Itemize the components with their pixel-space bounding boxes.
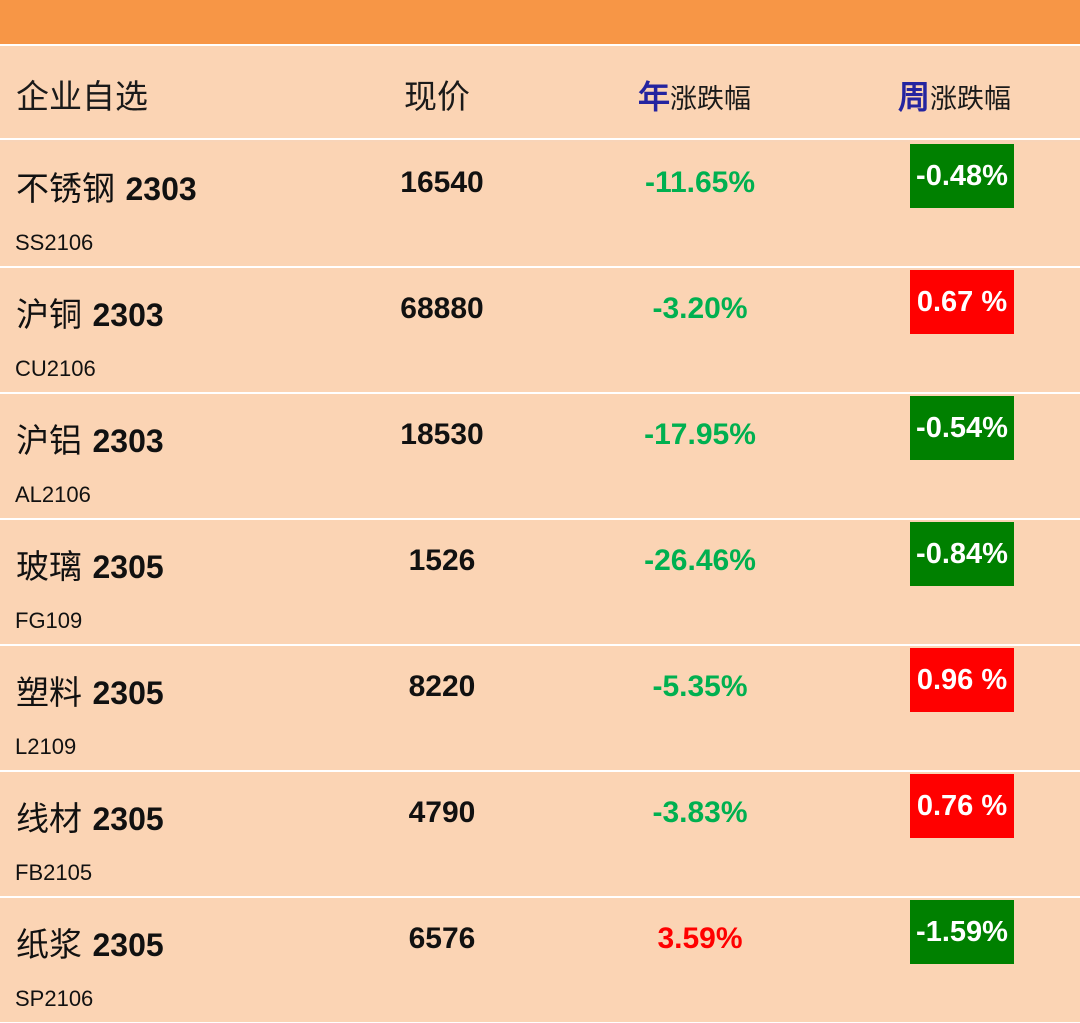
year-change-value: -5.35%	[652, 670, 748, 703]
commodity-label: 塑料	[16, 673, 82, 712]
week-change-value: -0.54%	[916, 412, 1008, 444]
header-week-label: 涨跌幅	[930, 84, 1012, 115]
commodity-name: 沪铝 2303	[16, 414, 164, 462]
week-change-badge: -1.59%	[910, 900, 1014, 964]
table-row[interactable]: 不锈钢 2303 SS2106 16540 -11.65% -0.48%	[0, 142, 1080, 268]
week-change-value: -0.84%	[916, 538, 1008, 570]
year-change-value: -3.83%	[652, 796, 748, 829]
contract-month: 2305	[92, 549, 164, 585]
year-change-value: -17.95%	[644, 418, 756, 451]
current-price: 4790	[408, 796, 476, 829]
contract-month: 2305	[92, 801, 164, 837]
header-year-label: 涨跌幅	[670, 84, 752, 115]
current-price: 16540	[400, 166, 484, 199]
week-change-badge: 0.67 %	[910, 270, 1014, 334]
table-row[interactable]: 塑料 2305 L2109 8220 -5.35% 0.96 %	[0, 646, 1080, 772]
week-change-value: -1.59%	[916, 916, 1008, 948]
contract-code: FG109	[15, 608, 83, 633]
week-change-value: 0.76 %	[916, 790, 1008, 822]
commodity-name: 不锈钢 2303	[16, 162, 197, 210]
commodity-label: 线材	[16, 799, 82, 838]
commodity-label: 沪铜	[16, 295, 82, 334]
contract-month: 2303	[125, 171, 197, 207]
week-change-badge: 0.76 %	[910, 774, 1014, 838]
header-year-highlight: 年	[638, 78, 671, 116]
contract-code: CU2106	[15, 356, 96, 381]
week-change-value: -0.48%	[916, 160, 1008, 192]
year-change-value: 3.59%	[657, 922, 743, 955]
commodity-label: 不锈钢	[16, 169, 115, 208]
contract-month: 2303	[92, 297, 164, 333]
current-price: 1526	[408, 544, 476, 577]
week-change-badge: 0.96 %	[910, 648, 1014, 712]
header-week-highlight: 周	[898, 78, 931, 116]
contract-code: L2109	[15, 734, 77, 759]
current-price: 68880	[400, 292, 484, 325]
header-name: 企业自选	[16, 77, 148, 116]
contract-code: AL2106	[15, 482, 91, 507]
table-row[interactable]: 线材 2305 FB2105 4790 -3.83% 0.76 %	[0, 772, 1080, 898]
commodity-label: 沪铝	[16, 421, 82, 460]
contract-code: SS2106	[15, 230, 94, 255]
week-change-badge: -0.84%	[910, 522, 1014, 586]
contract-code: SP2106	[15, 986, 94, 1011]
current-price: 8220	[408, 670, 476, 703]
commodity-name: 沪铜 2303	[16, 288, 164, 336]
week-change-badge: -0.48%	[910, 144, 1014, 208]
year-change-value: -3.20%	[652, 292, 748, 325]
table-row[interactable]: 沪铝 2303 AL2106 18530 -17.95% -0.54%	[0, 394, 1080, 520]
header-price: 现价	[404, 77, 470, 116]
commodity-name: 纸浆 2305	[16, 918, 164, 966]
table-row[interactable]: 玻璃 2305 FG109 1526 -26.46% -0.84%	[0, 520, 1080, 646]
week-change-value: 0.67 %	[916, 286, 1008, 318]
contract-code: FB2105	[15, 860, 93, 885]
commodity-name: 玻璃 2305	[16, 540, 164, 588]
commodity-name: 线材 2305	[16, 792, 164, 840]
contract-month: 2303	[92, 423, 164, 459]
current-price: 6576	[408, 922, 476, 955]
year-change-value: -11.65%	[644, 166, 756, 199]
year-change-value: -26.46%	[644, 544, 756, 577]
header-year-change: 年涨跌幅	[638, 72, 751, 118]
top-banner	[0, 0, 1080, 44]
commodity-label: 玻璃	[16, 547, 82, 586]
table-row[interactable]: 沪铜 2303 CU2106 68880 -3.20% 0.67 %	[0, 268, 1080, 394]
week-change-value: 0.96 %	[916, 664, 1008, 696]
contract-month: 2305	[92, 927, 164, 963]
table-header: 企业自选 现价 年涨跌幅 周涨跌幅	[0, 44, 1080, 140]
contract-month: 2305	[92, 675, 164, 711]
table-row[interactable]: 纸浆 2305 SP2106 6576 3.59% -1.59%	[0, 898, 1080, 1023]
current-price: 18530	[400, 418, 484, 451]
commodity-name: 塑料 2305	[16, 666, 164, 714]
week-change-badge: -0.54%	[910, 396, 1014, 460]
commodity-label: 纸浆	[16, 925, 82, 964]
header-week-change: 周涨跌幅	[898, 72, 1011, 118]
